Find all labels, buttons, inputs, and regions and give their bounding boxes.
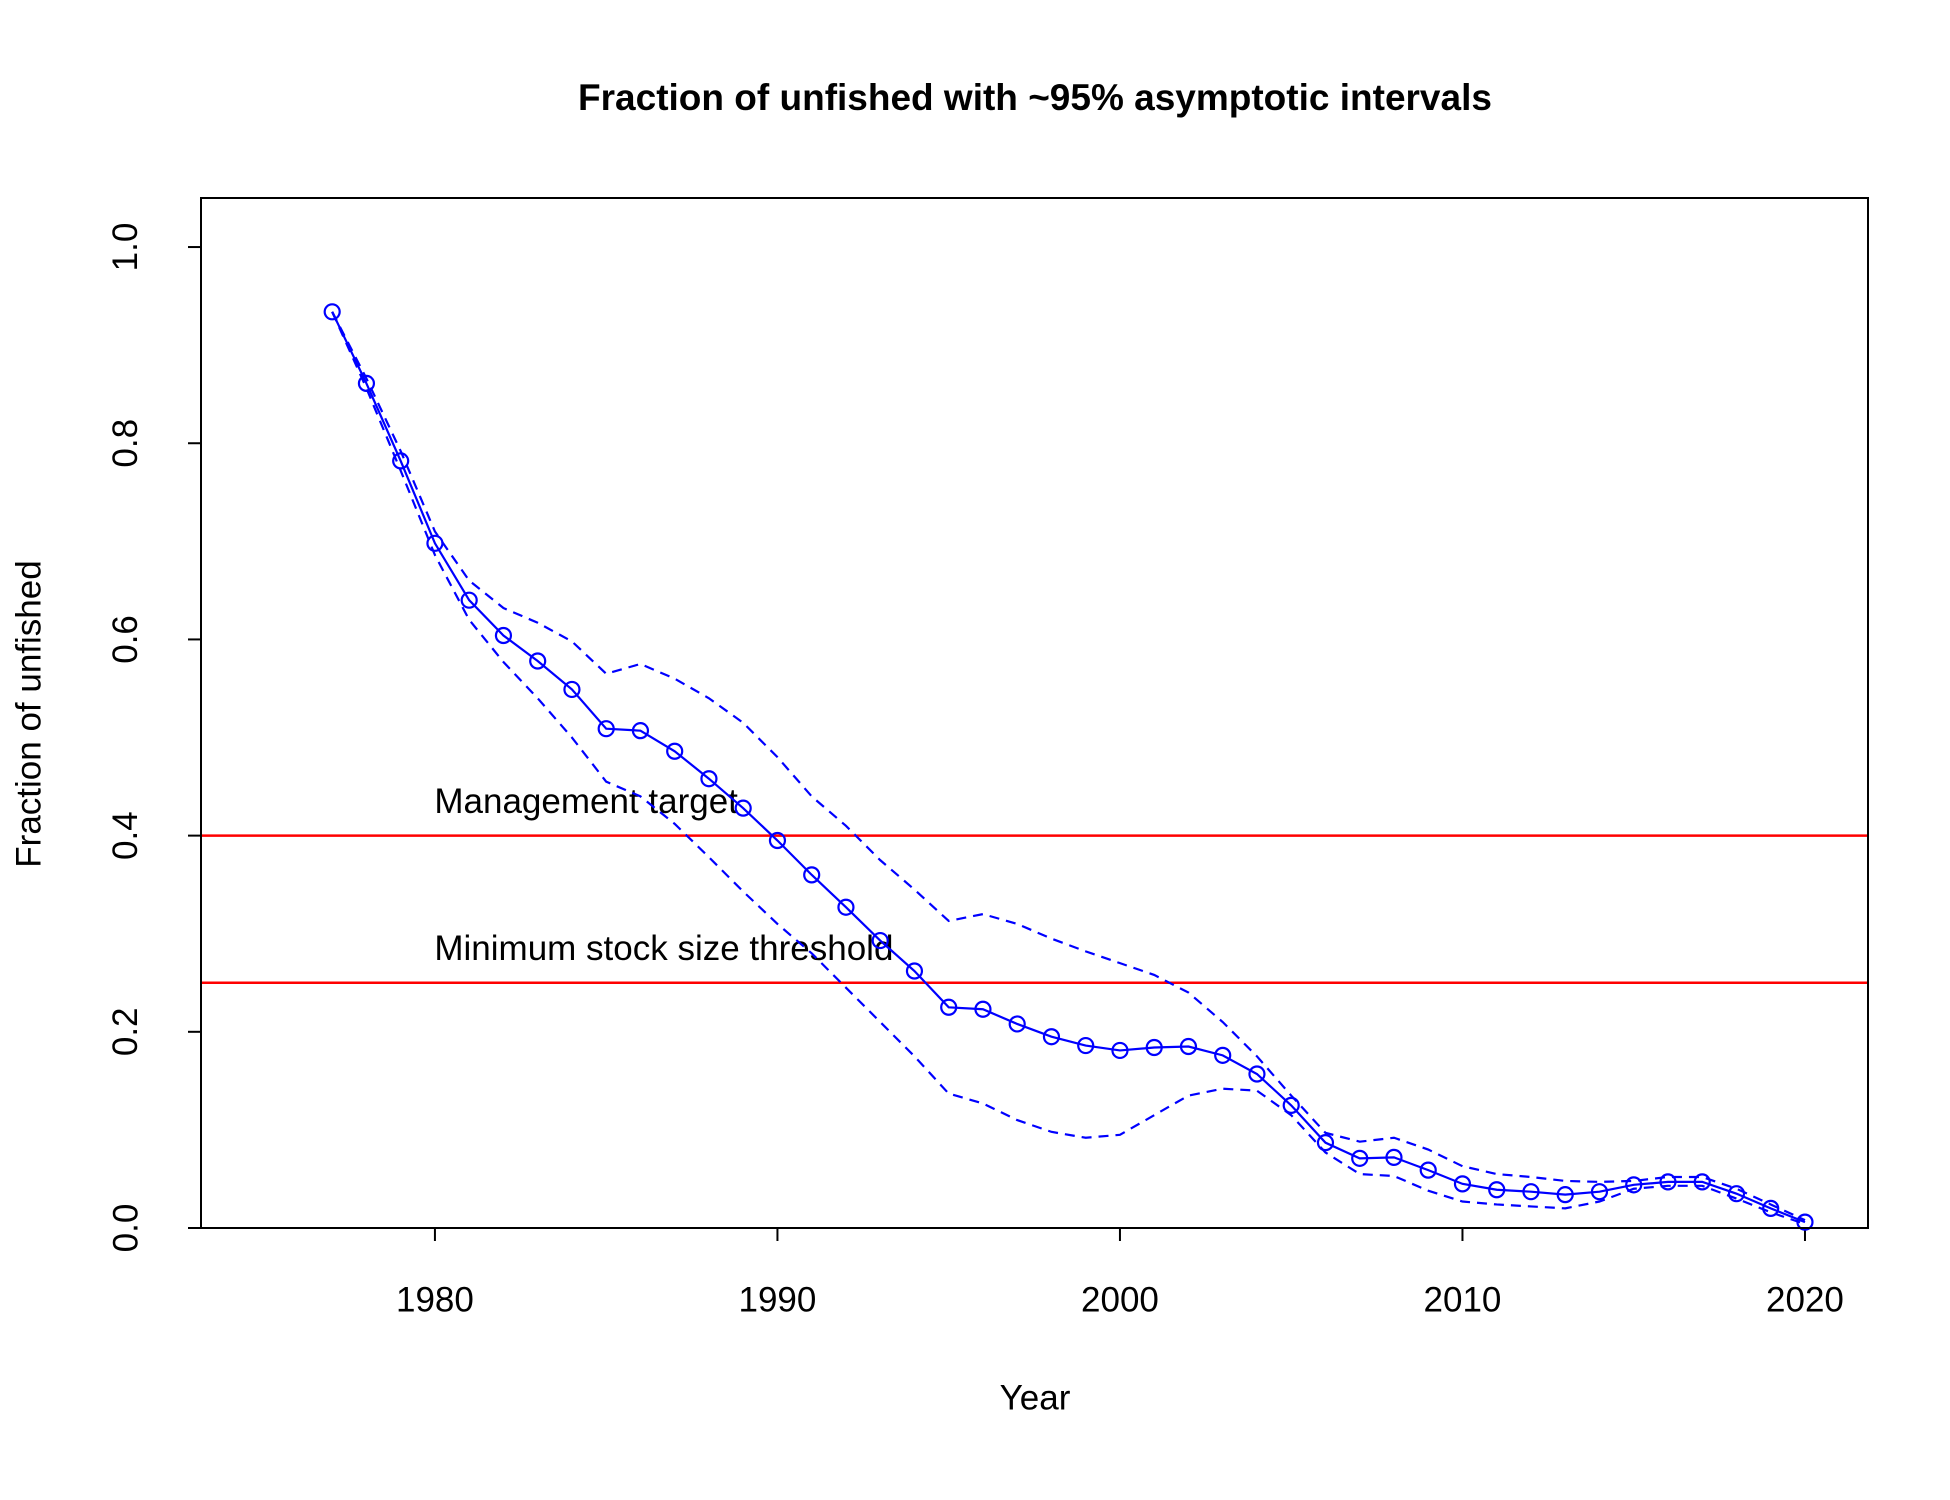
point — [768, 831, 787, 850]
upper-interval — [331, 311, 1806, 1222]
point — [1282, 1096, 1300, 1114]
point — [1316, 1134, 1335, 1152]
point — [974, 1000, 992, 1018]
point — [357, 374, 376, 392]
x-tick-label: 2010 — [1424, 1280, 1502, 1319]
x-tick-label: 1980 — [396, 1280, 474, 1319]
point — [700, 770, 718, 788]
point — [460, 591, 478, 609]
point — [1659, 1173, 1677, 1191]
chart-title: Fraction of unfished with ~95% asymptoti… — [578, 77, 1492, 118]
x-tick-label: 2020 — [1766, 1280, 1844, 1319]
point — [1008, 1015, 1026, 1033]
y-tick-label: 0.8 — [106, 419, 145, 468]
point — [1693, 1173, 1711, 1191]
point — [631, 722, 650, 740]
reference-label: Minimum stock size threshold — [434, 929, 893, 968]
x-axis-label: Year — [1000, 1378, 1071, 1417]
x-tick-label: 2000 — [1081, 1280, 1159, 1319]
point — [1488, 1181, 1506, 1199]
point — [1762, 1199, 1780, 1217]
y-axis-label: Fraction of unfished — [9, 560, 48, 867]
point — [563, 680, 581, 699]
y-tick-label: 1.0 — [106, 223, 145, 272]
point — [837, 898, 855, 916]
point — [871, 931, 889, 950]
point — [1590, 1183, 1609, 1201]
point — [1077, 1036, 1095, 1055]
point — [1796, 1213, 1814, 1231]
point — [529, 652, 547, 670]
point — [666, 742, 684, 760]
point — [1111, 1041, 1129, 1060]
point — [494, 626, 513, 645]
y-tick-label: 0.6 — [106, 615, 145, 664]
point — [1145, 1038, 1163, 1057]
point — [1042, 1028, 1061, 1046]
y-tick-label: 0.0 — [106, 1204, 145, 1253]
point — [905, 962, 924, 980]
point — [1385, 1148, 1403, 1166]
point — [1625, 1176, 1643, 1194]
point — [803, 866, 821, 884]
lower-interval — [331, 311, 1806, 1226]
point — [1214, 1046, 1232, 1064]
point — [392, 452, 410, 470]
point — [1453, 1175, 1472, 1193]
point — [1248, 1065, 1266, 1083]
point — [597, 720, 615, 738]
point — [940, 998, 958, 1016]
reference-label: Management target — [434, 782, 738, 821]
point — [1556, 1186, 1574, 1204]
x-tick-label: 1990 — [739, 1280, 817, 1319]
point — [1179, 1037, 1198, 1056]
point — [1522, 1183, 1540, 1201]
point — [426, 534, 444, 552]
point — [1727, 1185, 1746, 1203]
y-tick-label: 0.4 — [106, 811, 145, 860]
point — [323, 303, 341, 321]
point — [1351, 1149, 1369, 1167]
y-tick-label: 0.2 — [106, 1007, 145, 1056]
point — [734, 799, 752, 817]
point — [1419, 1161, 1437, 1179]
plot-box — [200, 197, 1869, 1229]
estimate-line — [331, 311, 1806, 1224]
